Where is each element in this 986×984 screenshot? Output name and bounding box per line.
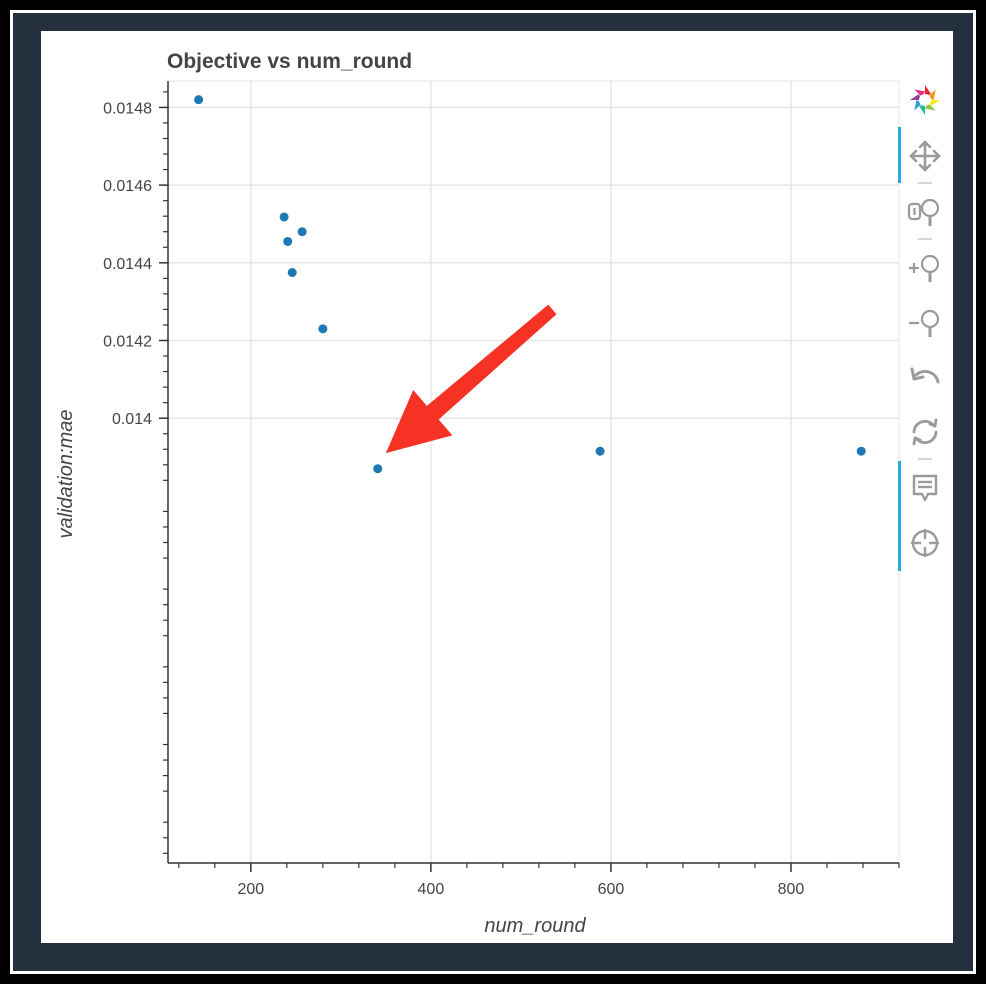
plot-area-border [167,80,900,864]
chart-title: Objective vs num_round [167,50,412,73]
x-tick-label: 600 [598,881,625,898]
x-tick-label: 800 [778,881,805,898]
annotation-arrow-shape [385,304,557,454]
toolbar-separator [918,238,932,240]
y-tick-label: 0.014 [112,411,152,428]
x-tick-label: 200 [237,881,264,898]
y-tick-label: 0.0144 [103,256,152,273]
zoom-out-icon[interactable] [905,303,945,343]
pan-icon[interactable] [905,136,945,176]
axes: 200 400 600 800 0.014 0.0142 0.0144 0.0146 0.014… [103,81,900,898]
y-axis-label: validation:mae [55,410,77,539]
plot-toolbar [897,70,957,590]
data-point [279,212,289,222]
y-tick-label: 0.0142 [103,334,152,351]
grid [167,80,900,864]
x-axis-label: num_round [484,915,586,937]
data-point [283,236,293,246]
active-drag-indicator [898,127,901,183]
data-point [297,227,307,237]
toolbar-separator [918,458,932,460]
data-point [856,446,866,456]
data-point [373,464,383,474]
toolbar-separator [918,182,932,184]
reset-icon[interactable] [905,412,945,452]
plot-panel: 200 400 600 800 0.014 0.0142 0.0144 0.0146 0.014… [41,31,953,943]
data-points [194,95,866,474]
data-point [318,324,328,334]
undo-icon[interactable] [905,357,945,397]
box-zoom-icon[interactable] [905,192,945,232]
zoom-in-icon[interactable] [905,248,945,288]
hover-icon[interactable] [905,468,945,508]
x-tick-label: 400 [418,881,445,898]
bokeh-logo-icon[interactable] [905,80,945,120]
data-point [287,268,297,278]
crosshair-icon[interactable] [905,523,945,563]
scatter-chart[interactable]: 200 400 600 800 0.014 0.0142 0.0144 0.0146 0.014… [41,31,953,943]
annotation-arrow [385,304,557,454]
y-tick-label: 0.0146 [103,178,152,195]
active-inspect-indicator [898,461,901,571]
data-point [194,95,204,105]
data-point [595,446,605,456]
y-tick-label: 0.0148 [103,100,152,117]
